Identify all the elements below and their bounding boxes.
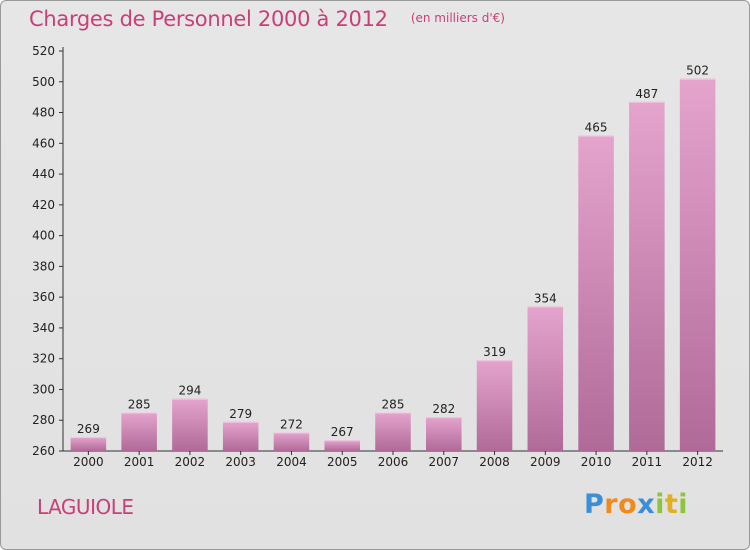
data-label: 354 [534,291,557,305]
data-label: 465 [585,121,608,135]
x-tick-label: 2008 [479,455,510,469]
y-tick-label: 300 [32,382,55,396]
x-axis: 2000 2001 2002 2003 2004 2005 2006 2007 2008 2009… [63,450,723,469]
bar [476,360,513,451]
logo-letter: o [618,489,638,520]
logo-letter: i [655,489,665,520]
commune-name: LAGUIOLE [37,495,134,519]
y-tick-label: 460 [32,136,55,150]
bar [679,78,716,451]
x-tick-label: 2001 [124,455,155,469]
data-label: 272 [280,418,303,432]
y-tick-label: 260 [32,444,55,458]
data-label: 319 [483,345,506,359]
x-tick-label: 2003 [225,455,256,469]
x-tick-label: 2002 [175,455,206,469]
bar [70,437,107,451]
y-tick-label: 280 [32,413,55,427]
y-tick-label: 480 [32,106,55,120]
data-label: 282 [432,402,455,416]
x-tick-label: 2009 [530,455,561,469]
y-tick-label: 440 [32,167,55,181]
data-labels: 269 285 294 279 272 267 285 282 319 354 465 487 502 [77,64,709,440]
data-label: 502 [686,64,709,78]
logo-letter: i [678,489,689,520]
data-label: 267 [331,425,354,439]
logo-letter: x [637,489,656,520]
y-tick-label: 340 [32,321,55,335]
bar [629,101,665,452]
y-tick-label: 520 [32,44,55,58]
logo-letter: P [584,489,605,520]
chart-title: Charges de Personnel 2000 à 2012 [29,7,388,31]
x-tick-label: 2007 [428,455,459,469]
bar [273,432,310,451]
y-tick-label: 360 [32,290,55,304]
x-tick-label: 2000 [73,455,104,469]
bar [375,412,411,451]
x-tick-label: 2011 [632,455,663,469]
data-label: 269 [77,422,100,436]
y-tick-label: 420 [32,198,55,212]
proxiti-logo[interactable]: Proxiti [584,489,688,520]
title-line: Charges de Personnel 2000 à 2012 (en mil… [29,7,505,31]
data-label: 285 [382,398,405,412]
data-label: 294 [178,384,201,398]
y-tick-label: 380 [32,259,55,273]
x-tick-label: 2006 [378,455,409,469]
bars [70,78,716,452]
bar [527,306,564,451]
logo-letter: r [604,489,619,520]
y-axis: 260 280 300 320 340 360 380 400 420 440 460 480 500 5… [32,44,64,458]
x-tick-label: 2004 [276,455,307,469]
y-tick-label: 400 [32,229,55,243]
chart-subtitle: (en milliers d'€) [410,11,505,25]
bar [324,440,360,451]
x-tick-label: 2012 [682,455,713,469]
bar [426,417,462,451]
bar [222,421,259,451]
data-label: 285 [128,398,151,412]
bar [578,135,614,451]
logo-letter: t [664,489,679,520]
y-tick-label: 500 [32,75,55,89]
bar [172,398,208,451]
x-tick-label: 2005 [327,455,358,469]
y-tick-label: 320 [32,352,55,366]
x-tick-label: 2010 [581,455,612,469]
bar [121,412,157,451]
data-label: 487 [635,87,658,101]
data-label: 279 [229,407,252,421]
